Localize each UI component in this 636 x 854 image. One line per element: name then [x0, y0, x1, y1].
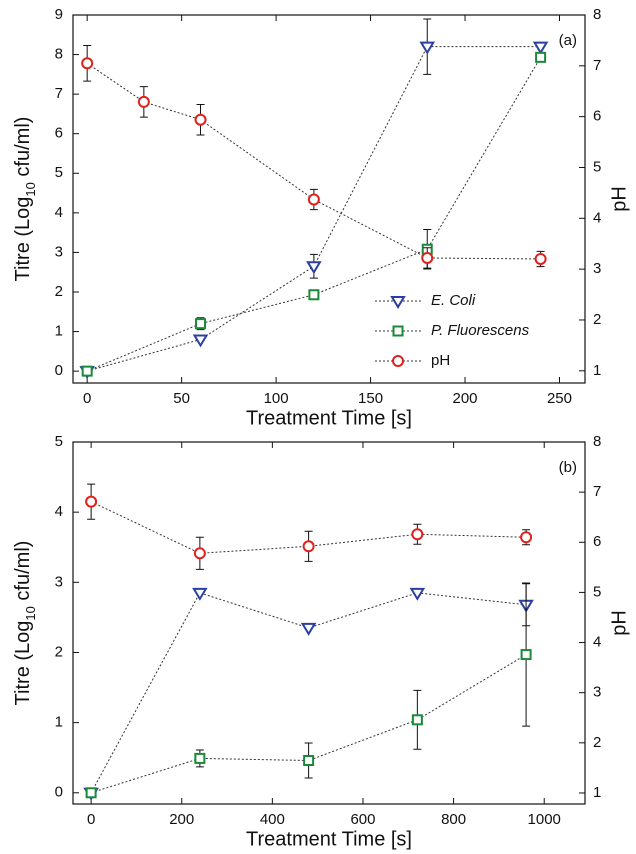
- y-tick-label: 0: [55, 784, 63, 801]
- marker: [81, 365, 93, 377]
- x-tick-label: 250: [547, 390, 572, 407]
- y-tick-label: 5: [55, 164, 63, 181]
- x-tick-label: 600: [350, 811, 375, 828]
- x-tick-label: 800: [441, 811, 466, 828]
- x-axis-label: Treatment Time [s]: [246, 828, 412, 850]
- y-tick-label: 7: [55, 85, 63, 102]
- y-tick-label: 9: [55, 6, 63, 23]
- y2-tick-label: 1: [593, 784, 601, 801]
- y2-tick-label: 7: [593, 483, 601, 500]
- marker: [195, 318, 207, 330]
- legend-label: pH: [431, 352, 450, 369]
- y2-axis-label: pH: [608, 610, 630, 636]
- y-tick-label: 3: [55, 573, 63, 590]
- x-tick-label: 50: [173, 390, 190, 407]
- y-axis-label-part: cfu/ml): [12, 117, 34, 183]
- x-tick-label: 400: [260, 811, 285, 828]
- y2-tick-label: 2: [593, 734, 601, 751]
- y2-tick-label: 5: [593, 583, 601, 600]
- y-axis-label: Titre (Log10 cfu/ml): [12, 541, 38, 706]
- marker: [411, 714, 423, 726]
- y2-tick-label: 2: [593, 311, 601, 328]
- marker: [520, 531, 533, 544]
- y-axis-label-part: 10: [23, 606, 38, 620]
- legend-label: P. Fluorescens: [431, 322, 530, 339]
- y2-tick-label: 8: [593, 433, 601, 450]
- y-tick-label: 4: [55, 503, 63, 520]
- y2-tick-label: 1: [593, 362, 601, 379]
- marker: [302, 540, 315, 553]
- y-axis-label-part: cfu/ml): [12, 541, 34, 607]
- x-axis-label: Treatment Time [s]: [246, 407, 412, 429]
- y2-tick-label: 6: [593, 108, 601, 125]
- x-tick-label: 100: [264, 390, 289, 407]
- marker: [306, 261, 322, 275]
- x-tick-label: 0: [87, 811, 95, 828]
- y2-tick-label: 4: [593, 634, 601, 651]
- y-tick-label: 0: [55, 362, 63, 379]
- legend-marker: [392, 355, 404, 367]
- y-axis-label-part: 10: [23, 182, 38, 196]
- marker: [308, 289, 320, 301]
- marker: [85, 495, 98, 508]
- marker: [535, 51, 547, 63]
- y2-tick-label: 4: [593, 209, 601, 226]
- x-tick-label: 0: [83, 390, 91, 407]
- x-tick-label: 150: [358, 390, 383, 407]
- marker: [421, 251, 434, 264]
- y2-tick-label: 7: [593, 57, 601, 74]
- marker: [409, 587, 426, 601]
- marker: [194, 113, 207, 126]
- y-axis-label-part: Titre (Log: [12, 197, 34, 282]
- marker: [192, 334, 209, 348]
- y2-tick-label: 8: [593, 6, 601, 23]
- marker: [85, 787, 97, 799]
- y-tick-label: 6: [55, 125, 63, 142]
- legend-marker: [392, 325, 404, 337]
- y2-axis-label: pH: [608, 186, 630, 212]
- y-tick-label: 8: [55, 46, 63, 63]
- y-tick-label: 5: [55, 433, 63, 450]
- marker: [194, 752, 206, 764]
- series-line: [90, 654, 527, 794]
- marker: [411, 528, 424, 541]
- series-line: [86, 62, 541, 260]
- marker: [192, 587, 208, 601]
- y-tick-label: 3: [55, 243, 63, 260]
- marker: [534, 252, 547, 265]
- marker: [300, 622, 317, 636]
- y-tick-label: 1: [55, 714, 63, 731]
- y-tick-label: 2: [55, 643, 63, 660]
- marker: [303, 755, 315, 767]
- marker: [307, 193, 320, 206]
- y-tick-label: 1: [55, 323, 63, 340]
- y-tick-label: 2: [55, 283, 63, 300]
- y-tick-label: 4: [55, 204, 63, 221]
- y2-tick-label: 6: [593, 533, 601, 550]
- y2-tick-label: 3: [593, 684, 601, 701]
- y2-tick-label: 3: [593, 260, 601, 277]
- y-axis-label: Titre (Log10 cfu/ml): [12, 117, 38, 282]
- x-tick-label: 200: [453, 390, 478, 407]
- legend-marker: [390, 296, 406, 309]
- x-tick-label: 1000: [528, 811, 561, 828]
- marker: [81, 57, 94, 70]
- marker: [419, 41, 436, 55]
- marker: [137, 95, 150, 108]
- x-tick-label: 200: [169, 811, 194, 828]
- marker: [520, 649, 532, 661]
- series-line: [86, 57, 542, 372]
- y2-tick-label: 5: [593, 158, 601, 175]
- panel-label: (b): [559, 459, 577, 476]
- marker: [193, 547, 206, 560]
- legend-label: E. Coli: [431, 292, 476, 309]
- plot-frame: [72, 14, 586, 384]
- plot-frame: [72, 441, 586, 805]
- panel-label: (a): [559, 32, 577, 49]
- marker: [532, 41, 549, 55]
- y-axis-label-part: Titre (Log: [12, 621, 34, 706]
